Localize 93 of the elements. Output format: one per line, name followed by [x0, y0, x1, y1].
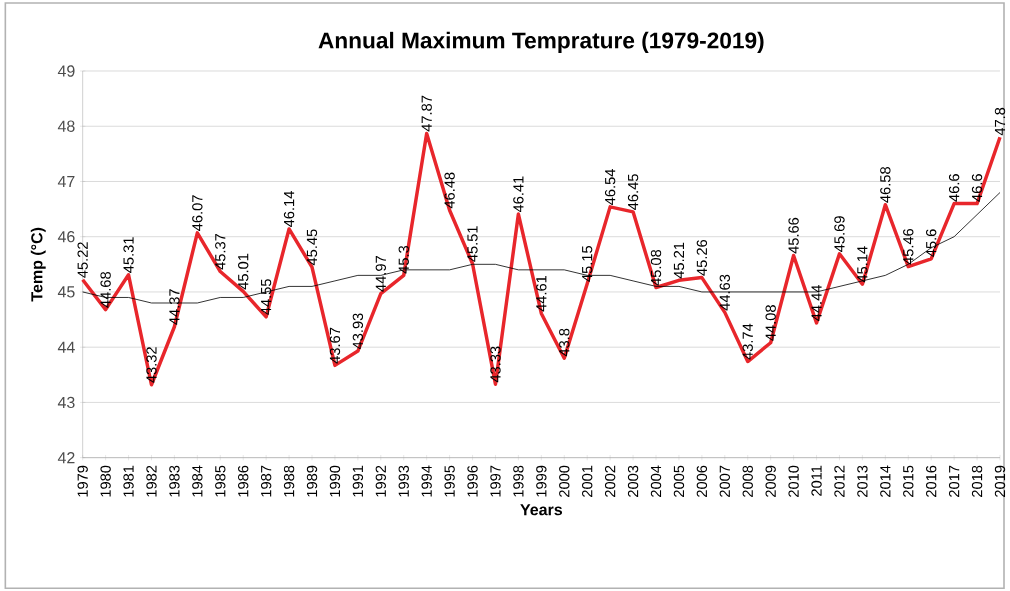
data-label: 46.6: [971, 174, 983, 202]
data-label: 44.44: [811, 285, 822, 321]
y-tick-label: 49: [57, 65, 75, 77]
data-label: 45.6: [926, 229, 937, 257]
x-tick-label: 1996: [467, 465, 478, 497]
x-tick-label: 1991: [352, 465, 364, 497]
data-label: 45.66: [788, 217, 799, 254]
x-tick-label: 1981: [123, 465, 134, 497]
x-tick-label: 1988: [283, 465, 295, 497]
x-tick-label: 1994: [421, 465, 432, 497]
x-tick-label: 2013: [857, 465, 868, 497]
data-label: 47.87: [421, 95, 432, 132]
y-tick-label: 46: [57, 231, 75, 243]
y-tick-label: 43: [57, 396, 75, 409]
chart-title: Annual Maximum Temprature (1979-2019): [318, 31, 764, 53]
data-label: 43.8: [559, 328, 570, 357]
data-label: 46.45: [627, 174, 639, 210]
data-label: 43.93: [352, 313, 364, 350]
y-axis-title: Temp (°C): [30, 227, 46, 302]
data-label: 46.58: [880, 167, 891, 203]
x-tick-label: 1986: [238, 465, 249, 497]
data-label: 43.32: [146, 347, 157, 383]
x-tick-label: 1982: [146, 465, 157, 497]
x-tick-label: 2015: [903, 465, 914, 497]
data-label: 45.26: [696, 239, 708, 276]
x-tick-label: 1980: [100, 465, 111, 497]
x-tick-label: 2001: [582, 465, 593, 497]
data-label: 45.01: [238, 253, 249, 290]
data-label: 45.14: [857, 246, 868, 283]
x-tick-label: 1985: [215, 465, 226, 497]
x-tick-label: 2017: [948, 465, 960, 497]
x-tick-label: 1979: [77, 465, 88, 497]
data-label: 45.3: [398, 245, 409, 274]
x-tick-label: 1999: [536, 465, 547, 497]
x-tick-label: 2010: [788, 465, 799, 497]
data-label: 46.48: [444, 172, 455, 209]
data-label: 44.08: [765, 305, 776, 341]
data-label: 46.54: [604, 169, 616, 205]
x-tick-label: 1995: [444, 465, 455, 497]
x-tick-label: 2008: [742, 465, 753, 497]
x-tick-label: 2002: [604, 465, 616, 497]
data-label: 45.15: [582, 245, 593, 282]
y-tick-label: 44: [57, 341, 75, 353]
x-tick-label: 1993: [398, 465, 409, 497]
data-label: 46.07: [192, 195, 203, 231]
y-tick-label: 47: [57, 175, 75, 187]
x-tick-label: 1998: [513, 465, 524, 497]
data-label: 45.21: [673, 242, 685, 279]
data-label: 44.63: [719, 274, 730, 311]
x-tick-label: 1989: [306, 465, 318, 497]
data-label: 46.6: [948, 174, 960, 202]
data-label: 45.51: [467, 226, 478, 262]
x-tick-label: 1997: [490, 465, 501, 497]
x-tick-label: 1983: [169, 465, 180, 497]
x-tick-label: 2011: [811, 465, 822, 496]
x-tick-label: 1990: [329, 465, 341, 497]
x-tick-label: 1984: [192, 465, 203, 497]
x-axis-title: Years: [520, 504, 563, 516]
x-tick-label: 2014: [880, 465, 891, 497]
data-label: 45.69: [834, 216, 845, 252]
x-tick-label: 2005: [673, 465, 685, 497]
x-tick-label: 2007: [719, 465, 730, 497]
y-tick-label: 48: [57, 120, 75, 132]
x-tick-label: 2016: [926, 465, 937, 497]
data-label: 44.55: [261, 279, 272, 315]
y-tick-label: 42: [57, 452, 75, 464]
data-label: 46.14: [283, 191, 295, 228]
x-tick-label: 1987: [260, 465, 272, 497]
data-label: 43.33: [490, 346, 501, 383]
x-tick-label: 2004: [650, 465, 662, 497]
x-tick-label: 1992: [375, 465, 386, 497]
data-label: 47.8: [994, 107, 1006, 136]
x-tick-label: 2000: [559, 465, 570, 497]
data-label: 45.45: [306, 229, 318, 266]
data-label: 44.61: [536, 275, 547, 312]
data-label: 45.46: [903, 228, 914, 265]
data-label: 44.37: [169, 289, 180, 325]
x-tick-label: 2006: [696, 465, 708, 497]
x-tick-label: 2003: [627, 465, 639, 497]
data-label: 45.22: [77, 242, 88, 278]
x-tick-label: 2018: [971, 465, 983, 497]
data-label: 43.67: [329, 327, 341, 364]
y-tick-label: 45: [57, 286, 75, 298]
data-label: 45.08: [650, 249, 662, 286]
data-label: 44.97: [375, 256, 386, 292]
x-tick-label: 2009: [765, 465, 776, 497]
data-label: 45.37: [215, 233, 226, 270]
data-label: 45.31: [123, 237, 134, 273]
data-label: 43.74: [742, 323, 753, 360]
data-label: 44.68: [100, 271, 111, 308]
data-label: 46.41: [513, 176, 524, 213]
x-tick-label: 2019: [994, 465, 1006, 497]
x-tick-label: 2012: [834, 465, 845, 497]
